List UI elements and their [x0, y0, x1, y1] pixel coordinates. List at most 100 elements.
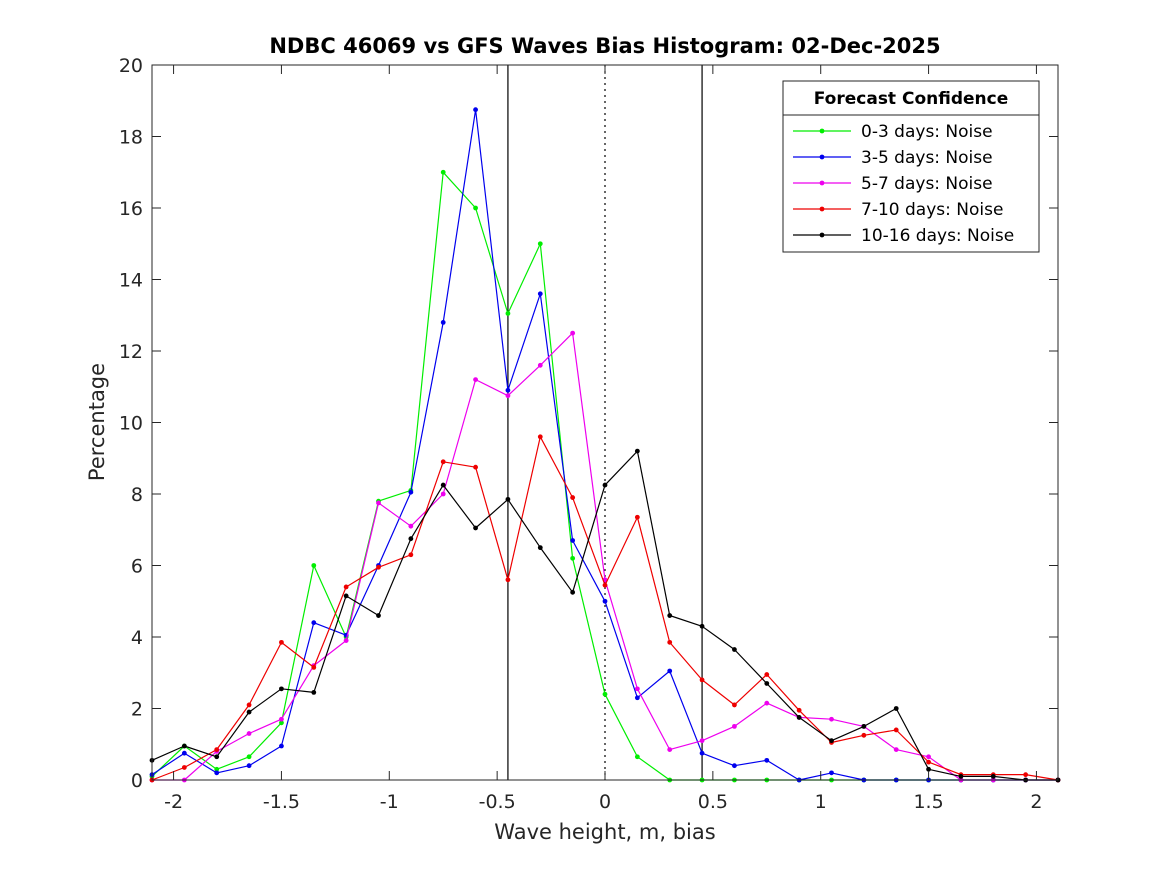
- y-tick-label: 18: [119, 127, 143, 149]
- series-layer: [149, 107, 1061, 783]
- data-point: [570, 555, 576, 561]
- y-tick-label: 16: [119, 198, 143, 220]
- y-tick-label: 2: [131, 699, 143, 721]
- data-point: [699, 750, 705, 756]
- data-point: [764, 700, 770, 706]
- x-tick-label: 1: [815, 791, 827, 813]
- data-point: [473, 377, 478, 382]
- x-tick-label: -2: [164, 791, 183, 813]
- data-point: [732, 647, 737, 652]
- data-point: [634, 686, 640, 692]
- y-tick-label: 6: [131, 556, 143, 578]
- data-point: [246, 709, 252, 715]
- data-point: [505, 496, 511, 502]
- data-point: [214, 747, 220, 753]
- x-ticks: -2 -1.5 -1 -0.5 0 0.5 1 1.5 2: [164, 65, 1042, 813]
- legend-title: Forecast Confidence: [814, 89, 1009, 109]
- data-point: [602, 582, 608, 588]
- legend-swatch-marker: [819, 180, 825, 186]
- data-point: [634, 754, 640, 760]
- data-point: [958, 774, 964, 779]
- data-point: [279, 716, 284, 722]
- data-point: [570, 538, 576, 543]
- legend-entries: 0-3 days: Noise 3-5 days: Noise 5-7 days: …: [793, 122, 1014, 246]
- data-point: [279, 743, 284, 749]
- x-tick-label: 0.5: [698, 791, 728, 813]
- data-point: [181, 765, 187, 770]
- legend-swatch-marker: [819, 206, 825, 212]
- data-point: [279, 720, 284, 726]
- data-point: [214, 754, 220, 760]
- data-point: [667, 747, 673, 753]
- data-point: [246, 702, 252, 708]
- legend-box: [782, 80, 1040, 253]
- data-point: [311, 620, 317, 626]
- data-point: [440, 320, 446, 325]
- legend: Forecast Confidence 0-3 days: Noise 3-5 d…: [782, 80, 1040, 253]
- data-point: [602, 598, 608, 604]
- legend-entry-label: 3-5 days: Noise: [861, 148, 993, 168]
- legend-swatch-marker: [819, 154, 825, 160]
- data-point: [667, 639, 673, 645]
- data-point: [667, 668, 673, 674]
- series-5: [149, 448, 1061, 783]
- data-point: [440, 482, 446, 488]
- series-3: [149, 330, 1061, 783]
- data-point: [570, 589, 576, 595]
- data-point: [343, 593, 349, 599]
- data-point: [214, 770, 220, 776]
- chart-title: NDBC 46069 vs GFS Waves Bias Histogram: …: [269, 34, 940, 58]
- y-tick-label: 8: [131, 484, 143, 506]
- data-point: [1023, 772, 1029, 778]
- data-point: [473, 525, 478, 531]
- legend-swatch-marker: [819, 232, 825, 238]
- data-point: [634, 695, 640, 701]
- data-point: [796, 707, 802, 713]
- data-point: [408, 489, 414, 495]
- data-point: [376, 564, 381, 570]
- data-point: [311, 563, 317, 568]
- data-point: [246, 763, 252, 769]
- y-ticks: 0 2 4 6 8 10 12 14 16 18 20: [119, 55, 1058, 792]
- data-point: [214, 766, 220, 772]
- data-point: [537, 241, 543, 247]
- data-point: [376, 613, 381, 618]
- data-point: [764, 757, 770, 763]
- data-point: [473, 205, 478, 211]
- data-point: [699, 623, 705, 629]
- data-point: [408, 552, 414, 558]
- legend-entry-label: 0-3 days: Noise: [861, 122, 993, 142]
- data-point: [602, 691, 608, 697]
- data-point: [893, 747, 899, 753]
- data-point: [732, 763, 737, 769]
- y-tick-label: 0: [131, 770, 143, 792]
- y-tick-label: 20: [119, 55, 143, 77]
- y-axis-label: Percentage: [85, 363, 109, 481]
- data-point: [893, 727, 899, 733]
- legend-entry-label: 5-7 days: Noise: [861, 174, 993, 194]
- data-point: [634, 448, 640, 454]
- data-point: [246, 731, 252, 736]
- data-point: [279, 639, 284, 645]
- data-point: [181, 750, 187, 756]
- x-tick-label: -0.5: [479, 791, 516, 813]
- data-point: [311, 664, 317, 670]
- legend-swatch-marker: [819, 128, 825, 134]
- data-point: [634, 514, 640, 520]
- x-tick-label: 2: [1030, 791, 1042, 813]
- y-tick-label: 10: [119, 413, 143, 435]
- data-point: [537, 291, 543, 297]
- data-point: [699, 677, 705, 683]
- data-point: [796, 715, 802, 720]
- data-point: [505, 393, 511, 399]
- data-point: [829, 716, 834, 722]
- legend-entry-label: 7-10 days: Noise: [861, 200, 1003, 220]
- data-point: [408, 523, 414, 529]
- data-point: [537, 545, 543, 551]
- data-point: [376, 500, 381, 506]
- y-tick-label: 14: [119, 270, 143, 292]
- data-point: [440, 169, 446, 175]
- data-point: [537, 362, 543, 368]
- data-point: [505, 387, 511, 393]
- y-tick-label: 4: [131, 627, 143, 649]
